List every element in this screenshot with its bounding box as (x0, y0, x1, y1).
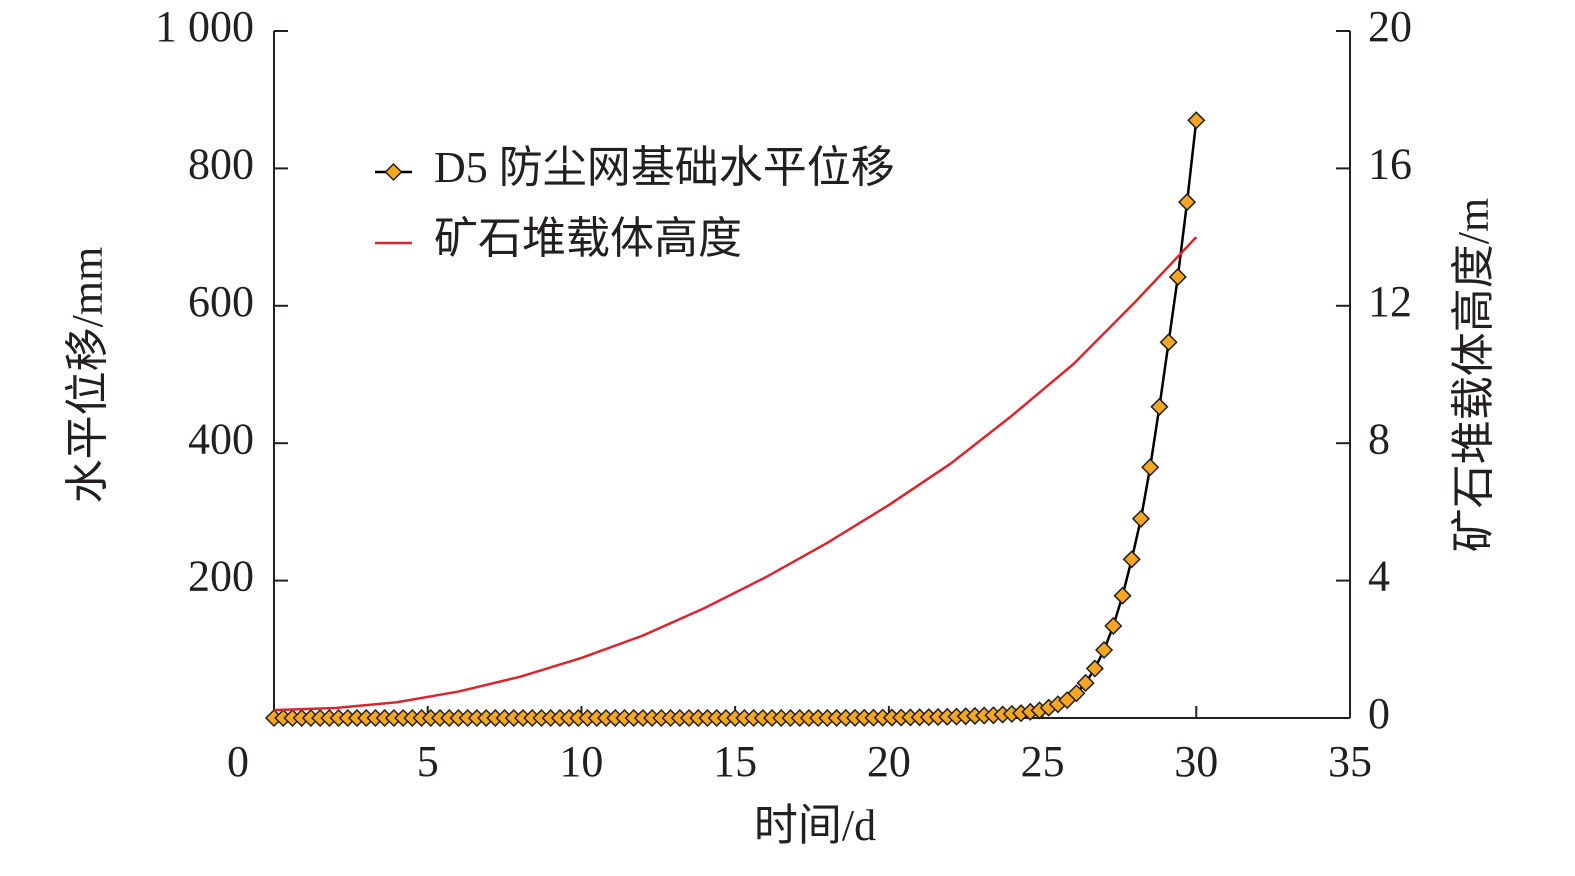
legend-label: D5 防尘网基础水平位移 (434, 143, 895, 192)
y2-tick-label: 8 (1368, 414, 1390, 463)
x-tick-label: 35 (1328, 737, 1372, 786)
legend-label: 矿石堆载体高度 (434, 214, 742, 263)
marker (1104, 616, 1123, 636)
x-tick-label: 0 (227, 737, 249, 786)
y-tick-label: 800 (188, 139, 254, 188)
marker (1085, 659, 1104, 678)
y-tick-label: 200 (188, 552, 254, 601)
y2-tick-label: 16 (1368, 139, 1412, 188)
y2-tick-label: 12 (1368, 277, 1412, 326)
y2-tick-label: 4 (1368, 552, 1390, 601)
x-tick-label: 30 (1174, 737, 1218, 786)
y-tick-label: 1 000 (155, 2, 254, 51)
series-line (273, 236, 1198, 712)
marker (1113, 586, 1132, 605)
marker (1177, 193, 1197, 212)
marker (1187, 111, 1206, 130)
series-line (274, 120, 1198, 720)
legend-marker (384, 162, 403, 182)
y-tick-label: 600 (188, 277, 254, 326)
marker (1141, 458, 1160, 477)
marker (1159, 333, 1178, 352)
x-tick-label: 5 (417, 737, 439, 786)
marker (1168, 267, 1187, 287)
y-axis-label: 水平位移/mm (63, 247, 112, 504)
marker (1122, 550, 1141, 569)
x-axis-label: 时间/d (754, 801, 876, 850)
marker (1094, 640, 1114, 660)
y2-tick-label: 0 (1368, 689, 1390, 738)
marker (1076, 673, 1095, 693)
marker (1150, 397, 1169, 416)
y2-axis-label: 矿石堆载体高度/m (1449, 198, 1498, 552)
marker (1067, 684, 1086, 703)
x-tick-label: 15 (713, 737, 757, 786)
x-tick-label: 20 (867, 737, 911, 786)
x-tick-label: 10 (559, 737, 603, 786)
y-tick-label: 400 (188, 414, 254, 463)
marker (1131, 509, 1151, 528)
x-tick-label: 25 (1021, 737, 1065, 786)
y2-tick-label: 20 (1368, 2, 1412, 51)
